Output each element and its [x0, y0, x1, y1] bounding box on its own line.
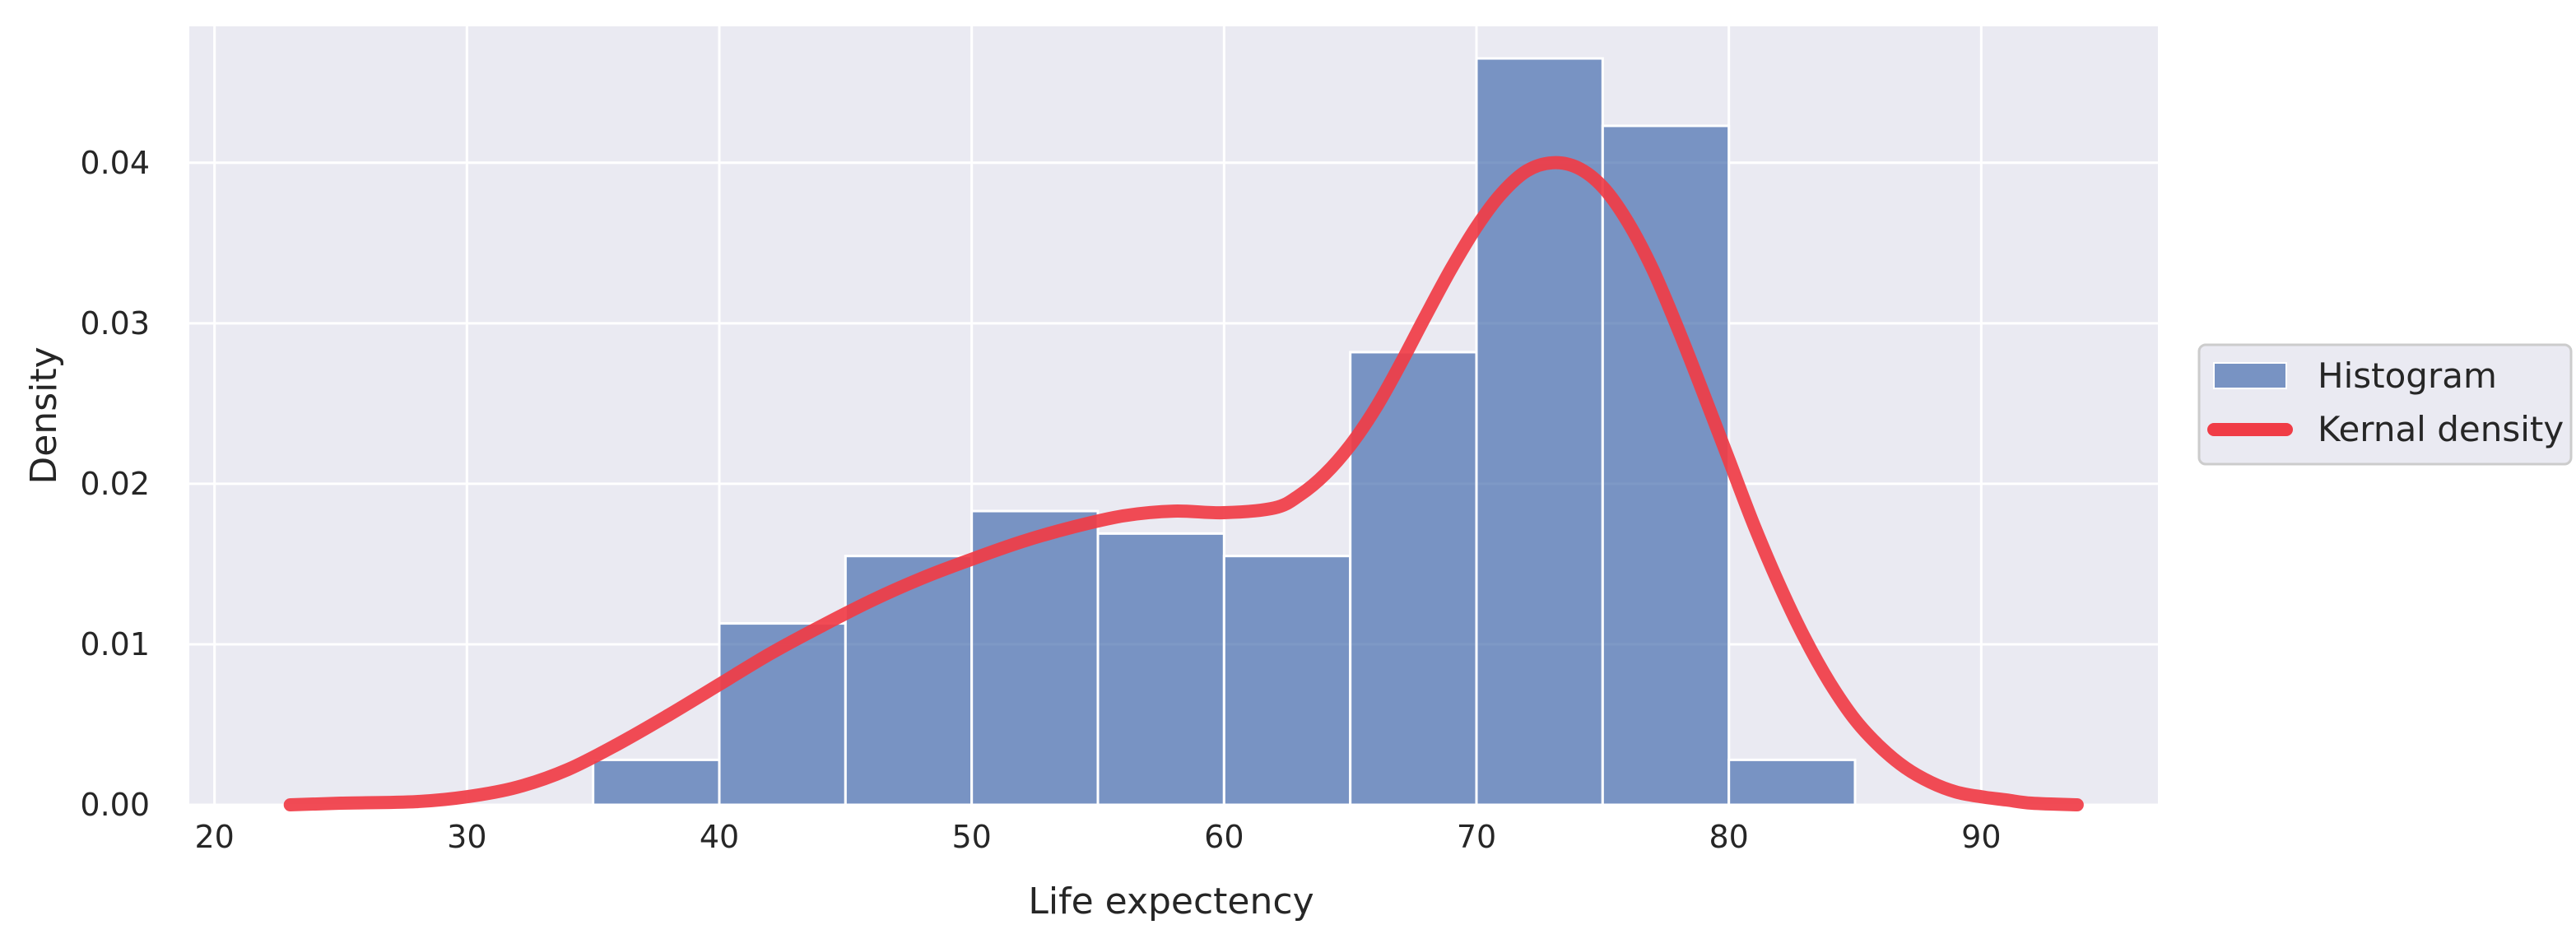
legend-histogram-label: Histogram [2318, 356, 2497, 396]
x-tick-label: 60 [1204, 819, 1244, 855]
x-tick-labels: 20 30 40 50 60 70 80 90 [194, 819, 2001, 855]
x-tick-label: 50 [951, 819, 991, 855]
x-axis-label: Life expectency [1028, 881, 1314, 922]
legend-histogram-swatch [2213, 362, 2287, 389]
y-axis-label: Density [23, 346, 65, 484]
histogram-bar [1096, 532, 1225, 806]
y-tick-labels: 0.00 0.01 0.02 0.03 0.04 [80, 145, 150, 823]
legend-frame [2197, 343, 2573, 466]
kde-layer [283, 156, 2084, 811]
y-tick-label: 0.01 [80, 626, 150, 662]
x-tick-label: 70 [1457, 819, 1496, 855]
legend-kde-label: Kernal density [2318, 409, 2564, 449]
x-tick-label: 20 [194, 819, 234, 855]
histogram-bar [1727, 758, 1857, 806]
y-tick-label: 0.02 [80, 466, 150, 502]
legend: Histogram Kernal density [2197, 343, 2573, 466]
histogram-bar [592, 758, 721, 806]
y-tick-label: 0.00 [80, 787, 150, 823]
histogram-bar [1222, 555, 1352, 806]
x-tick-label: 90 [1961, 819, 2001, 855]
histogram-bar [1601, 124, 1731, 806]
y-tick-label: 0.04 [80, 145, 150, 181]
histogram-bar [1475, 57, 1604, 806]
y-tick-label: 0.03 [80, 305, 150, 342]
x-tick-label: 80 [1709, 819, 1748, 855]
kde-line [283, 156, 2084, 811]
histogram-bars [592, 57, 1857, 806]
histogram-bar [970, 509, 1100, 806]
histogram-bar [844, 555, 974, 806]
x-tick-label: 40 [700, 819, 739, 855]
x-tick-label: 30 [447, 819, 486, 855]
